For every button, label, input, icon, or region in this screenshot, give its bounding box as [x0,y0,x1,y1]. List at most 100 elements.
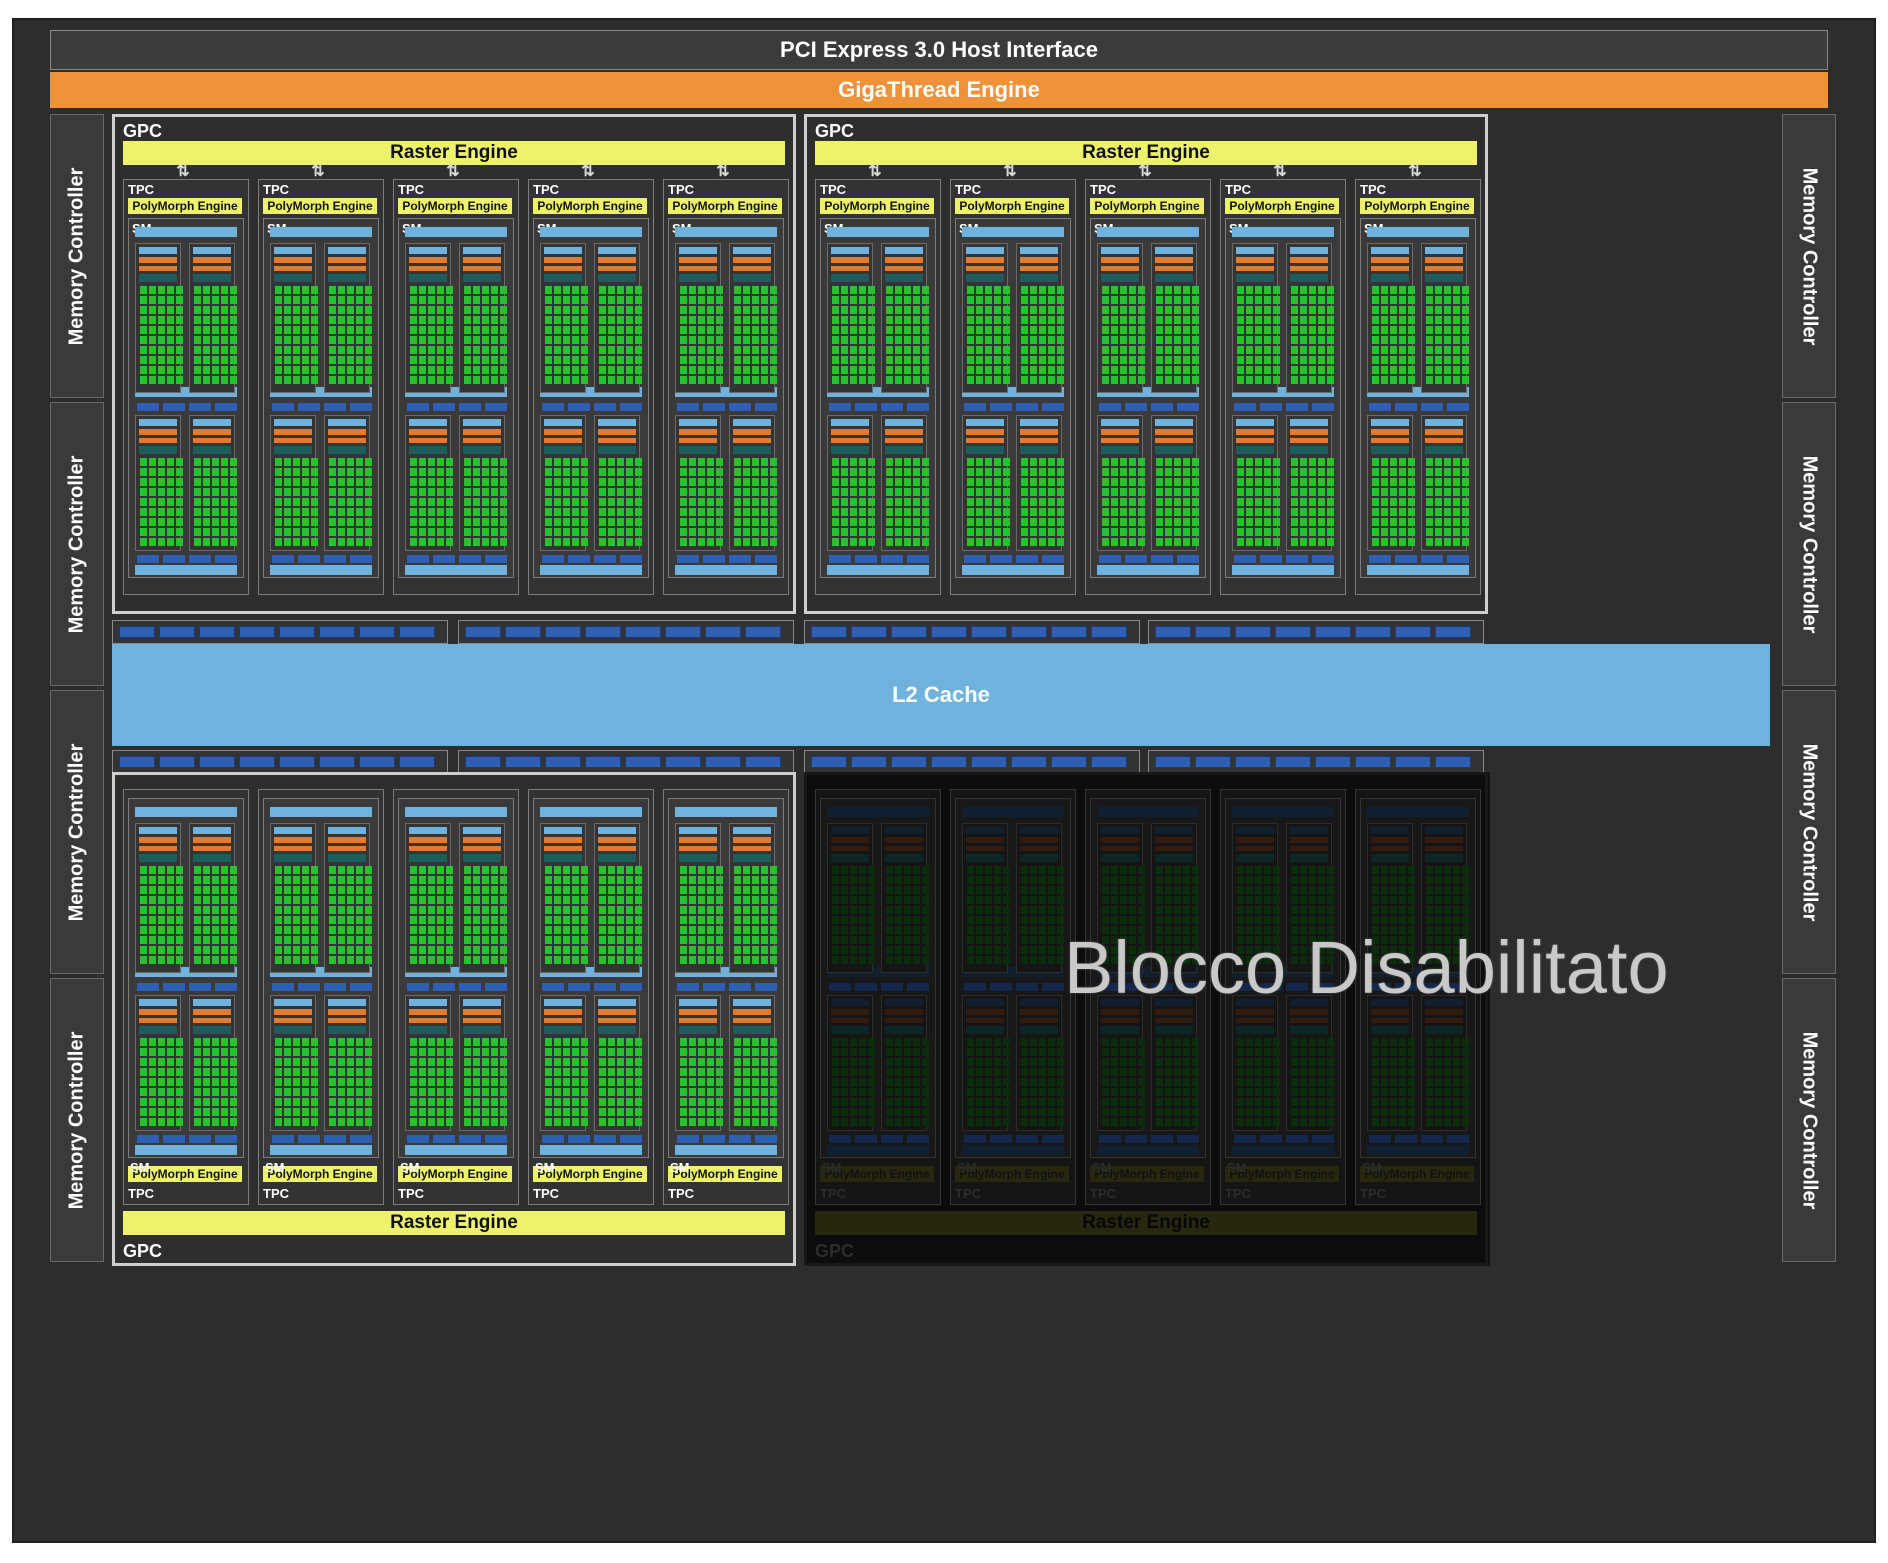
register-file [139,274,177,282]
warp-scheduler [733,1009,771,1015]
cuda-core [464,458,471,466]
cuda-core [149,896,156,904]
cuda-core [608,306,615,314]
cuda-core [356,1048,363,1056]
cuda-core [311,946,318,954]
sm-cache-cell [1447,555,1469,563]
cuda-core [275,538,282,546]
warp-scheduler [966,429,1004,435]
cache-block [1051,756,1087,768]
register-file [1155,274,1193,282]
cuda-core [904,478,911,486]
cuda-core [698,1108,705,1116]
cuda-core [410,1108,417,1116]
cuda-core [545,286,552,294]
cuda-core [770,1108,777,1116]
cache-block [931,756,967,768]
cuda-core [770,458,777,466]
cuda-core [473,886,480,894]
cuda-core [581,286,588,294]
cuda-core [1039,538,1046,546]
cuda-core [635,1058,642,1066]
cuda-core [1444,296,1451,304]
cuda-core [1138,296,1145,304]
dispatch-port [1236,266,1274,271]
cuda-core [868,326,875,334]
sm-cache-cell [1421,555,1443,563]
cuda-core [167,1118,174,1126]
cuda-core [716,538,723,546]
cuda-core [734,886,741,894]
cuda-core [581,1088,588,1096]
cuda-core [338,326,345,334]
cuda-core [581,306,588,314]
sm-strip [962,227,1064,237]
cuda-core [275,306,282,314]
cuda-core [410,316,417,324]
cuda-core [1111,376,1118,384]
cuda-core [1273,508,1280,516]
cache-block [665,626,701,638]
sm-cache-cell [542,983,564,991]
cuda-core [1372,356,1379,364]
cuda-core [1435,286,1442,294]
cuda-core [1300,488,1307,496]
cuda-core [1435,376,1442,384]
sm-cache-cell [459,555,481,563]
cuda-core [203,926,210,934]
cuda-core [302,508,309,516]
cuda-core [859,478,866,486]
cuda-core [617,1078,624,1086]
cuda-core [356,1078,363,1086]
cuda-core [1381,296,1388,304]
warp-scheduler [1020,429,1058,435]
cuda-core [1174,366,1181,374]
cuda-core [922,366,929,374]
cuda-core [419,538,426,546]
sm-processing-block [1151,243,1199,393]
cuda-core [428,518,435,526]
cuda-core [859,316,866,324]
cuda-core [1327,356,1334,364]
cuda-core [302,916,309,924]
warp-scheduler [598,257,636,263]
cuda-core [572,946,579,954]
cuda-core [635,906,642,914]
cuda-core [734,316,741,324]
cuda-core [167,356,174,364]
cuda-core [859,336,866,344]
cuda-core [832,316,839,324]
cuda-core [275,906,282,914]
cuda-core [302,498,309,506]
cuda-core [716,478,723,486]
cuda-core [158,538,165,546]
cuda-core [365,296,372,304]
cuda-core [338,1108,345,1116]
cuda-core [895,356,902,364]
cuda-core [770,316,777,324]
cuda-core [347,1108,354,1116]
cuda-core [1165,316,1172,324]
cuda-core [149,336,156,344]
cuda-core [1255,376,1262,384]
cuda-core [1408,528,1415,536]
cuda-core [464,886,471,894]
cuda-core [707,326,714,334]
sm-cache-cell [215,403,237,411]
cuda-core [734,326,741,334]
cuda-core [293,498,300,506]
cuda-core [743,316,750,324]
cuda-core [338,916,345,924]
sm-cache-cell [703,1135,725,1143]
sm-cache-cell [215,555,237,563]
cuda-core [302,936,309,944]
cuda-core [626,528,633,536]
cuda-core [302,1118,309,1126]
cuda-core [203,478,210,486]
cuda-core [572,1038,579,1046]
cuda-core [707,946,714,954]
cuda-core [473,946,480,954]
cuda-core [1192,326,1199,334]
cuda-core [1120,316,1127,324]
cuda-core [311,1088,318,1096]
